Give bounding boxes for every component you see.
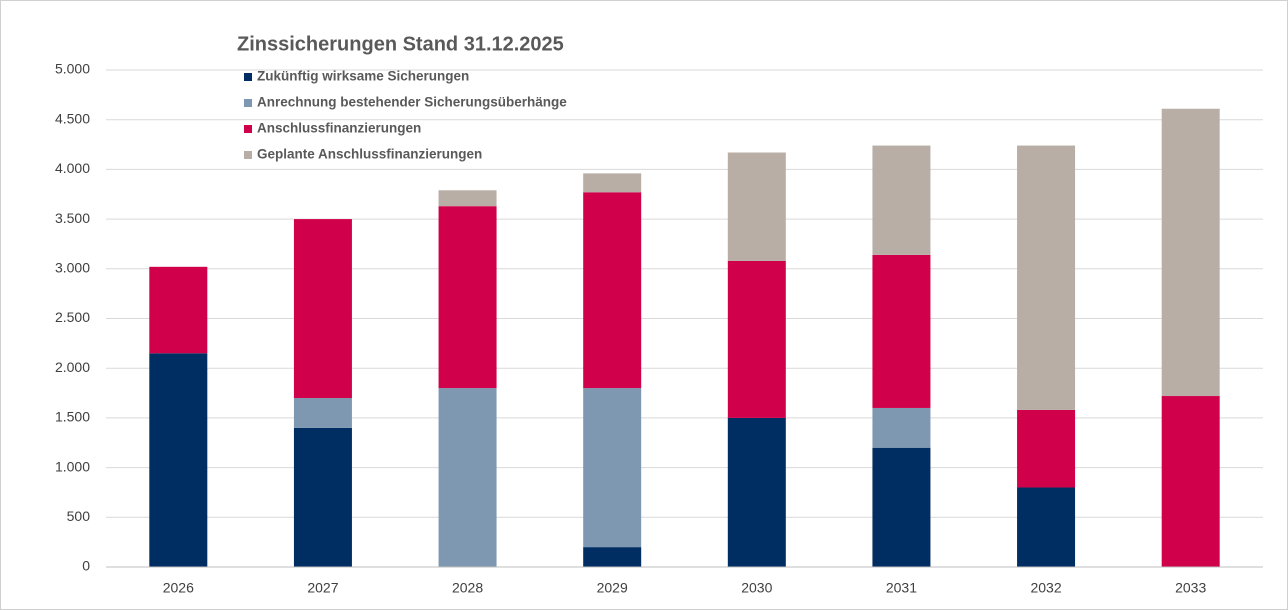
bar-segment bbox=[583, 547, 642, 567]
x-tick-label: 2028 bbox=[452, 580, 483, 596]
bar-segment bbox=[872, 407, 931, 448]
y-tick-label: 3.000 bbox=[55, 260, 90, 276]
bar-segment bbox=[727, 152, 786, 261]
y-tick-label: 2.500 bbox=[55, 309, 90, 325]
bar-segment bbox=[583, 388, 642, 548]
y-tick-label: 3.500 bbox=[55, 210, 90, 226]
legend-swatch bbox=[244, 99, 252, 107]
bar-segment bbox=[872, 145, 931, 255]
bar-segment bbox=[583, 192, 642, 389]
x-tick-label: 2033 bbox=[1175, 580, 1206, 596]
bar-segment bbox=[293, 219, 352, 399]
x-tick-label: 2032 bbox=[1030, 580, 1061, 596]
bar-segment bbox=[727, 417, 786, 567]
x-tick-label: 2030 bbox=[741, 580, 772, 596]
bar-segment bbox=[872, 447, 931, 567]
legend-swatch bbox=[244, 125, 252, 133]
bar-segment bbox=[293, 427, 352, 567]
bar-segment bbox=[438, 206, 497, 389]
y-tick-label: 0 bbox=[82, 558, 90, 574]
x-tick-label: 2027 bbox=[307, 580, 338, 596]
bar-segment bbox=[583, 173, 642, 193]
x-tick-label: 2031 bbox=[886, 580, 917, 596]
y-tick-label: 5.000 bbox=[55, 61, 90, 77]
legend-label: Anrechnung bestehender Sicherungsüberhän… bbox=[257, 95, 567, 110]
bar-segment bbox=[149, 266, 208, 354]
legend-label: Geplante Anschlussfinanzierungen bbox=[257, 147, 482, 162]
y-tick-label: 1.000 bbox=[55, 458, 90, 474]
bar-segment bbox=[727, 260, 786, 418]
bar-segment bbox=[1017, 409, 1076, 488]
legend-swatch bbox=[244, 73, 252, 81]
bar-segment bbox=[1017, 145, 1076, 410]
chart-title: Zinssicherungen Stand 31.12.2025 bbox=[237, 33, 564, 55]
bar-segment bbox=[1017, 487, 1076, 567]
bar-segment bbox=[1161, 108, 1220, 397]
y-tick-label: 4.500 bbox=[55, 110, 90, 126]
x-tick-label: 2026 bbox=[163, 580, 194, 596]
bar-segment bbox=[438, 190, 497, 207]
y-tick-label: 1.500 bbox=[55, 409, 90, 425]
y-tick-label: 500 bbox=[67, 508, 91, 524]
bar-segment bbox=[872, 254, 931, 408]
x-tick-label: 2029 bbox=[597, 580, 628, 596]
legend-label: Zukünftig wirksame Sicherungen bbox=[257, 69, 469, 84]
bar-segment bbox=[149, 353, 208, 567]
bar-segment bbox=[1161, 396, 1220, 567]
legend-label: Anschlussfinanzierungen bbox=[257, 121, 421, 136]
bar-segment bbox=[293, 398, 352, 428]
y-tick-label: 4.000 bbox=[55, 160, 90, 176]
bar-segment bbox=[438, 388, 497, 567]
y-tick-label: 2.000 bbox=[55, 359, 90, 375]
legend-swatch bbox=[244, 151, 252, 159]
